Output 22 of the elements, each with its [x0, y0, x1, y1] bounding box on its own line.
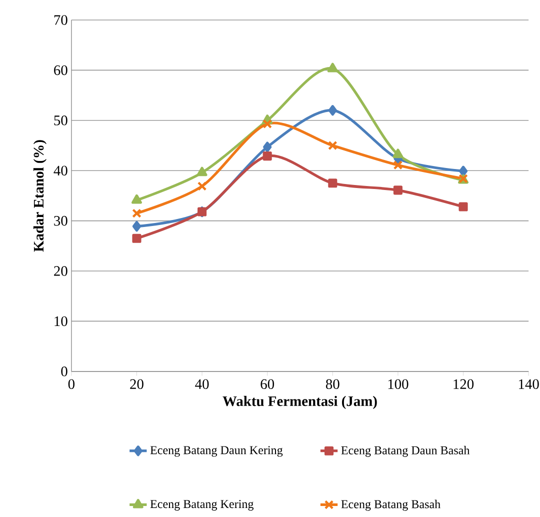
y-tick-label: 50 — [54, 115, 68, 126]
x-tick-label: 80 — [326, 379, 340, 389]
legend-label: Eceng Batang Basah — [341, 500, 440, 511]
y-tick-label: 30 — [54, 216, 68, 226]
legend-label: Eceng Batang Daun Kering — [150, 446, 283, 457]
legend-label: Eceng Batang Daun Basah — [341, 446, 470, 457]
y-tick-label: 70 — [54, 15, 68, 25]
x-tick-label: 60 — [260, 379, 274, 389]
x-tick-label: 0 — [68, 379, 74, 389]
x-tick-label: 120 — [454, 379, 474, 389]
y-tick-label: 40 — [54, 166, 68, 176]
x-tick-label: 100 — [388, 379, 408, 389]
y-axis-title: Kadar Etanol (%) — [33, 140, 47, 252]
x-axis-title: Waktu Fermentasi (Jam) — [222, 396, 377, 409]
y-tick-label: 0 — [61, 366, 68, 376]
y-tick-label: 10 — [54, 316, 68, 326]
y-tick-label: 20 — [54, 266, 68, 276]
x-tick-label: 140 — [518, 379, 539, 389]
x-tick-label: 40 — [195, 379, 209, 389]
x-tick-label: 20 — [130, 379, 144, 389]
y-tick-label: 60 — [54, 65, 68, 76]
legend-label: Eceng Batang Kering — [150, 500, 254, 511]
